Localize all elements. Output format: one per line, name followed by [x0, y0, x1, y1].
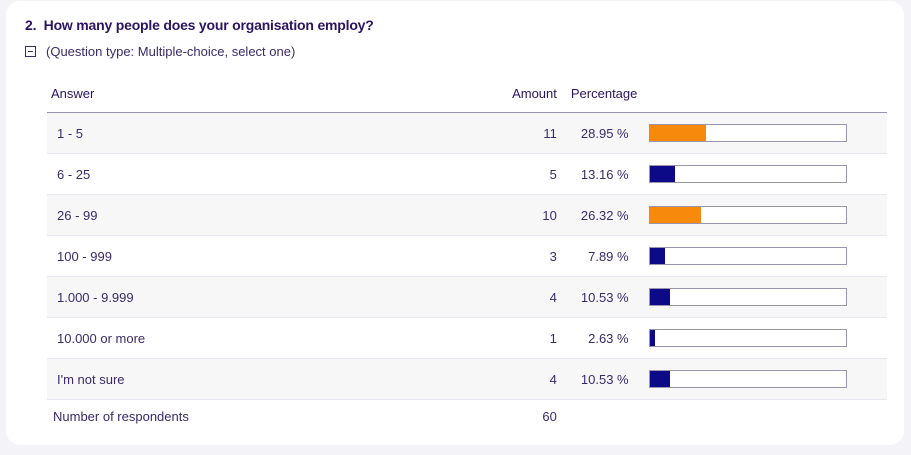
table-body: 1 - 5 11 28.95 % 6 - 25 5 13.16 % 26 - 99 10 26.…: [47, 112, 887, 400]
results-table: Answer Amount Percentage 1 - 5 11 28.95 % 6…: [47, 75, 887, 432]
answer-percentage: 7.89 %: [560, 235, 629, 277]
answer-label: 100 - 999: [47, 235, 489, 277]
percentage-bar: [648, 247, 847, 265]
answer-amount: 3: [488, 235, 561, 277]
percentage-bar-fill: [649, 166, 676, 182]
respondents-count: 60: [488, 399, 561, 432]
table-row: 6 - 25 5 13.16 %: [47, 153, 887, 195]
answer-amount: 4: [488, 358, 561, 400]
header-amount: Amount: [488, 75, 561, 113]
answer-label: 26 - 99: [47, 194, 489, 236]
answer-percentage: 13.16 %: [560, 153, 629, 195]
answer-label: I'm not sure: [47, 358, 489, 400]
percentage-bar: [648, 206, 847, 224]
question-title: 2. How many people does your organisatio…: [25, 17, 374, 33]
question-type-row: (Question type: Multiple-choice, select …: [25, 44, 295, 59]
answer-amount: 11: [488, 112, 561, 154]
answer-percentage: 26.32 %: [560, 194, 629, 236]
answer-percentage: 28.95 %: [560, 112, 629, 154]
table-row: 100 - 999 3 7.89 %: [47, 235, 887, 277]
percentage-bar-fill: [649, 248, 666, 264]
respondents-row: Number of respondents 60: [47, 399, 887, 432]
table-row: 26 - 99 10 26.32 %: [47, 194, 887, 236]
answer-amount: 1: [488, 317, 561, 359]
percentage-bar-fill: [649, 330, 655, 346]
collapse-minus-icon[interactable]: [25, 46, 36, 57]
table-row: 1.000 - 9.999 4 10.53 %: [47, 276, 887, 318]
header-answer: Answer: [47, 75, 489, 113]
question-card: 2. How many people does your organisatio…: [6, 1, 904, 445]
answer-label: 10.000 or more: [47, 317, 489, 359]
table-row: 10.000 or more 1 2.63 %: [47, 317, 887, 359]
answer-label: 1 - 5: [47, 112, 489, 154]
percentage-bar: [648, 124, 847, 142]
answer-amount: 10: [488, 194, 561, 236]
answer-percentage: 2.63 %: [560, 317, 629, 359]
percentage-bar: [648, 165, 847, 183]
answer-percentage: 10.53 %: [560, 358, 629, 400]
percentage-bar: [648, 370, 847, 388]
header-percentage: Percentage: [560, 75, 887, 113]
percentage-bar-fill: [649, 289, 671, 305]
answer-percentage: 10.53 %: [560, 276, 629, 318]
table-row: 1 - 5 11 28.95 %: [47, 112, 887, 154]
percentage-bar: [648, 329, 847, 347]
table-header-row: Answer Amount Percentage: [47, 75, 887, 113]
question-type-label: (Question type: Multiple-choice, select …: [46, 44, 296, 59]
percentage-bar: [648, 288, 847, 306]
percentage-bar-fill: [649, 125, 707, 141]
percentage-bar-fill: [649, 371, 671, 387]
respondents-label: Number of respondents: [47, 399, 489, 432]
table-row: I'm not sure 4 10.53 %: [47, 358, 887, 400]
percentage-bar-fill: [649, 207, 702, 223]
answer-label: 1.000 - 9.999: [47, 276, 489, 318]
answer-amount: 5: [488, 153, 561, 195]
answer-amount: 4: [488, 276, 561, 318]
answer-label: 6 - 25: [47, 153, 489, 195]
